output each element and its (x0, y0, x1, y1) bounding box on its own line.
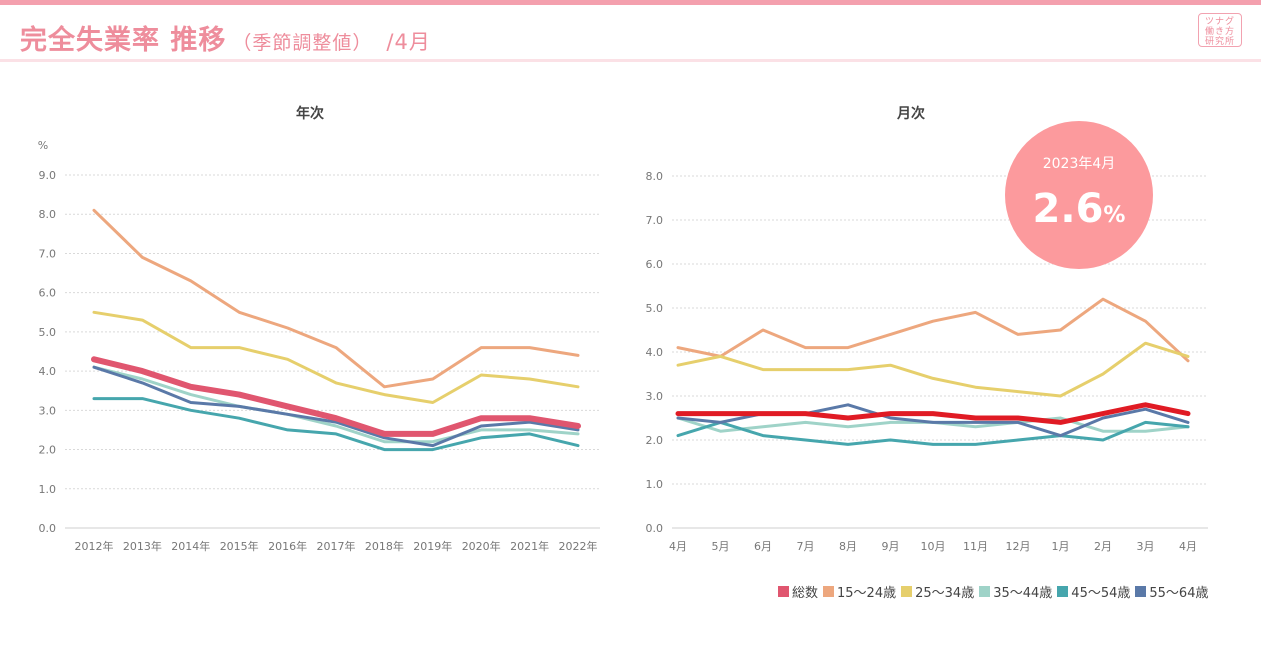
legend-item: 35〜44歳 (979, 582, 1052, 601)
legend-swatch (823, 585, 835, 597)
legend-swatch (778, 585, 789, 597)
y-tick-label: 5.0 (646, 302, 664, 315)
y-axis-unit: % (38, 139, 48, 152)
y-tick-label: 0.0 (646, 522, 664, 535)
y-tick-label: 6.0 (39, 287, 57, 300)
x-tick-label: 5月 (712, 540, 730, 553)
legend-swatch (901, 585, 913, 597)
legend-label: 15〜24歳 (837, 585, 897, 601)
x-tick-label: 6月 (754, 540, 772, 553)
badge-number: 2.6 (1033, 186, 1104, 232)
x-tick-label: 8月 (839, 540, 857, 553)
x-tick-label: 2022年 (559, 539, 598, 553)
legend-label: 45〜54歳 (1071, 585, 1131, 601)
legend-item: 総数 (778, 582, 818, 601)
badge-circle (1005, 121, 1153, 269)
x-tick-label: 2012年 (75, 539, 114, 553)
y-tick-label: 2.0 (646, 434, 664, 447)
x-tick-label: 3月 (1137, 540, 1155, 553)
y-tick-label: 3.0 (39, 404, 57, 417)
chart-title: 年次 (296, 105, 324, 122)
x-tick-label: 1月 (1052, 540, 1070, 553)
title-subtitle: （季節調整値） (232, 32, 373, 54)
legend-swatch (979, 585, 991, 597)
x-tick-label: 2019年 (413, 539, 452, 553)
legend-label: 総数 (792, 585, 819, 601)
page-title: 完全失業率 推移 （季節調整値） /4月 (20, 18, 431, 57)
chart-title: 月次 (896, 105, 925, 122)
series-line-35〜44歳 (676, 416, 1190, 433)
header-divider (0, 59, 1261, 62)
x-tick-label: 2015年 (220, 539, 259, 553)
title-month: /4月 (386, 30, 431, 54)
series-line-35〜44歳 (92, 365, 580, 444)
logo-line: 働き方 (1204, 27, 1235, 37)
legend-label: 35〜44歳 (993, 585, 1053, 601)
x-tick-label: 2月 (1094, 540, 1112, 553)
y-tick-label: 4.0 (39, 365, 57, 378)
x-tick-label: 2014年 (171, 539, 210, 553)
y-tick-label: 9.0 (39, 169, 57, 182)
legend-item: 25〜34歳 (901, 582, 974, 601)
legend-swatch (1057, 585, 1069, 597)
series-line-15〜24歳 (92, 208, 580, 389)
series-line-45〜54歳 (92, 397, 580, 452)
series-line-総数 (91, 356, 581, 437)
logo-line: 研究所 (1204, 37, 1235, 47)
y-tick-label: 4.0 (646, 346, 664, 359)
title-main: 完全失業率 推移 (20, 25, 227, 56)
y-tick-label: 5.0 (39, 326, 57, 339)
x-tick-label: 11月 (963, 540, 988, 553)
top-accent-bar (0, 0, 1261, 5)
series-line-55〜64歳 (92, 365, 580, 448)
series-line-15〜24歳 (676, 297, 1190, 363)
y-tick-label: 3.0 (646, 390, 664, 403)
brand-logo: ツナグ 働き方 研究所 (1198, 13, 1242, 47)
legend-swatch (1135, 585, 1147, 597)
x-tick-label: 2016年 (268, 539, 307, 553)
series-line-45〜54歳 (676, 420, 1190, 446)
y-tick-label: 0.0 (39, 522, 57, 535)
y-tick-label: 7.0 (646, 214, 664, 227)
x-tick-label: 9月 (882, 540, 900, 553)
series-line-総数 (675, 402, 1191, 425)
y-tick-label: 2.0 (39, 444, 57, 457)
x-tick-label: 2021年 (510, 539, 549, 553)
y-tick-label: 6.0 (646, 258, 664, 271)
x-tick-label: 7月 (797, 540, 815, 553)
x-tick-label: 10月 (921, 540, 946, 553)
x-tick-label: 4月 (669, 540, 687, 553)
x-tick-label: 12月 (1006, 540, 1031, 553)
y-tick-label: 1.0 (39, 483, 57, 496)
x-tick-label: 2017年 (317, 539, 356, 553)
x-tick-label: 2018年 (365, 539, 404, 553)
y-tick-label: 1.0 (646, 478, 664, 491)
chart-legend: 総数 15〜24歳 25〜34歳 35〜44歳 45〜54歳 55〜64歳 (778, 582, 1213, 601)
series-line-25〜34歳 (676, 341, 1190, 398)
legend-label: 55〜64歳 (1149, 585, 1209, 601)
logo-line: ツナグ (1204, 17, 1235, 27)
legend-item: 55〜64歳 (1135, 582, 1208, 601)
series-line-25〜34歳 (92, 310, 580, 404)
badge-label: 2023年4月 (1043, 156, 1116, 172)
x-tick-label: 4月 (1179, 540, 1197, 553)
badge-value: 2.6% (1033, 186, 1126, 232)
y-tick-label: 7.0 (39, 247, 57, 260)
x-tick-label: 2013年 (123, 539, 162, 553)
y-tick-label: 8.0 (39, 208, 57, 221)
badge-unit: % (1103, 203, 1125, 228)
y-tick-label: 8.0 (646, 170, 664, 183)
legend-item: 15〜24歳 (823, 582, 896, 601)
legend-label: 25〜34歳 (915, 585, 975, 601)
x-tick-label: 2020年 (462, 539, 501, 553)
legend-item: 45〜54歳 (1057, 582, 1130, 601)
